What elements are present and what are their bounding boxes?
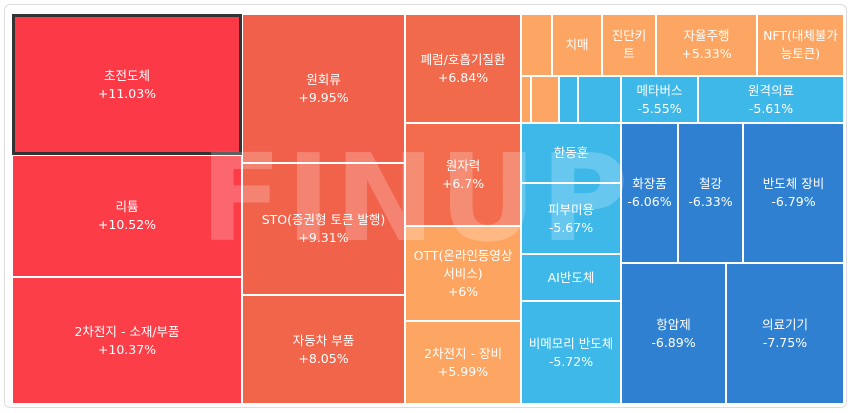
tile-label: 피부미용 bbox=[547, 201, 594, 217]
tile-value: -5.72% bbox=[548, 353, 594, 369]
tile[interactable]: 리튬 +10.52% bbox=[12, 155, 242, 277]
tile-label: 한동훈 bbox=[553, 145, 589, 160]
tile[interactable]: 철강 -6.33% bbox=[678, 123, 743, 263]
tile-label: 진단키트 bbox=[611, 28, 647, 61]
tile[interactable]: 치매 bbox=[552, 14, 602, 76]
tile-label: 치매 bbox=[565, 37, 589, 52]
tile-label: 원자력 bbox=[445, 157, 481, 173]
tile-label: 2차전지 - 소재/부품 bbox=[74, 323, 180, 339]
tile-value: -6.79% bbox=[771, 194, 816, 209]
tile-label: 자동차 부품 bbox=[292, 332, 355, 348]
tile[interactable]: OTT(온라인동영상서비스) +6% bbox=[405, 226, 521, 321]
tile[interactable]: 화장품 -6.06% bbox=[621, 123, 678, 263]
filler-tile bbox=[531, 76, 559, 123]
tile[interactable]: NFT(대체불가능토큰) bbox=[757, 14, 844, 76]
tile-value: -6.33% bbox=[688, 194, 733, 209]
filler-tile bbox=[559, 76, 578, 123]
frame-border bbox=[4, 4, 847, 408]
tile-value: +11.03% bbox=[97, 85, 157, 101]
tile-value: +6% bbox=[447, 283, 479, 299]
tile-value: +8.05% bbox=[298, 350, 349, 366]
tile-label: 폐렴/호흡기질환 bbox=[420, 51, 506, 67]
tile-label: 원회류 bbox=[306, 71, 341, 87]
tile-value: +6.7% bbox=[441, 175, 485, 191]
tile[interactable]: 원자력 +6.7% bbox=[405, 123, 521, 226]
tile-label: 화장품 bbox=[632, 176, 667, 191]
tile-label: 의료기기 bbox=[761, 316, 808, 332]
tile[interactable]: 의료기기 -7.75% bbox=[726, 263, 844, 404]
tile[interactable]: STO(증권형 토큰 발행) +9.31% bbox=[242, 163, 405, 295]
tile[interactable]: 2차전지 - 장비 +5.99% bbox=[405, 321, 521, 404]
tile-label: STO(증권형 토큰 발행) bbox=[261, 212, 386, 227]
tile-value: -5.67% bbox=[548, 219, 594, 235]
tile-label: 메타버스 bbox=[636, 82, 683, 98]
tile-value: +6.84% bbox=[437, 69, 489, 85]
tile-value: +5.33% bbox=[681, 46, 732, 61]
tile-label: 리튬 bbox=[115, 199, 139, 214]
tile-label: 비메모리 반도체 bbox=[528, 335, 614, 351]
tile-label: 항암제 bbox=[656, 316, 691, 332]
tile-value: -6.06% bbox=[627, 194, 672, 209]
tile[interactable]: AI반도체 bbox=[521, 254, 621, 301]
tile[interactable]: 메타버스 -5.55% bbox=[621, 76, 698, 123]
tile[interactable]: 폐렴/호흡기질환 +6.84% bbox=[405, 14, 521, 123]
tile[interactable]: 원격의료 -5.61% bbox=[698, 76, 844, 123]
tile[interactable]: 피부미용 -5.67% bbox=[521, 183, 621, 254]
tile-value: -6.89% bbox=[651, 334, 696, 350]
tile-label: 철강 bbox=[698, 176, 722, 191]
tile-label: 원격의료 bbox=[747, 82, 794, 98]
tile-value: +10.52% bbox=[97, 217, 157, 232]
tile[interactable]: 한동훈 bbox=[521, 123, 621, 183]
tile-label: OTT(온라인동영상서비스) bbox=[413, 247, 513, 281]
tile-label: 반도체 장비 bbox=[762, 176, 825, 191]
tile-label: 2차전지 - 장비 bbox=[424, 345, 502, 361]
tile-value: +10.37% bbox=[97, 341, 157, 357]
tile[interactable]: 초전도체 +11.03% bbox=[12, 14, 242, 155]
tile-value: +9.95% bbox=[298, 89, 349, 105]
tile-value: +9.31% bbox=[298, 230, 349, 245]
tile-value: -5.61% bbox=[748, 100, 794, 116]
tile-label: 자율주행 bbox=[683, 28, 730, 43]
tile[interactable]: 2차전지 - 소재/부품 +10.37% bbox=[12, 277, 242, 404]
tile-label: NFT(대체불가능토큰) bbox=[763, 28, 838, 61]
tile[interactable]: 비메모리 반도체 -5.72% bbox=[521, 301, 621, 404]
filler-tile bbox=[578, 76, 621, 123]
tile[interactable]: 항암제 -6.89% bbox=[621, 263, 726, 404]
tile-value: +5.99% bbox=[437, 363, 489, 379]
filler-tile bbox=[521, 14, 552, 76]
tile-value: -7.75% bbox=[762, 334, 808, 350]
tile[interactable]: 반도체 장비 -6.79% bbox=[743, 123, 844, 263]
filler-tile bbox=[521, 76, 531, 123]
tile-label: AI반도체 bbox=[547, 269, 595, 285]
tile-value: -5.55% bbox=[637, 100, 682, 116]
tile[interactable]: 원회류 +9.95% bbox=[242, 14, 405, 163]
tile-label: 초전도체 bbox=[103, 67, 150, 83]
tile[interactable]: 자동차 부품 +8.05% bbox=[242, 295, 405, 404]
tile[interactable]: 진단키트 bbox=[602, 14, 656, 76]
tile[interactable]: 자율주행 +5.33% bbox=[656, 14, 757, 76]
